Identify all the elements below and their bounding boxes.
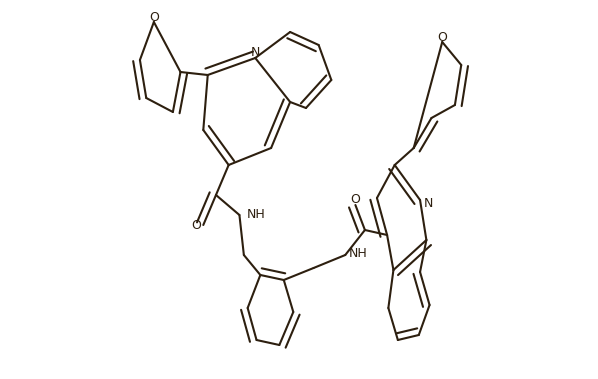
Text: N: N [424,197,433,210]
Text: NH: NH [349,247,368,260]
Text: N: N [251,46,260,59]
Text: NH: NH [247,208,266,221]
Text: O: O [350,193,361,206]
Text: O: O [149,11,159,24]
Text: O: O [191,219,201,232]
Text: O: O [437,31,447,44]
